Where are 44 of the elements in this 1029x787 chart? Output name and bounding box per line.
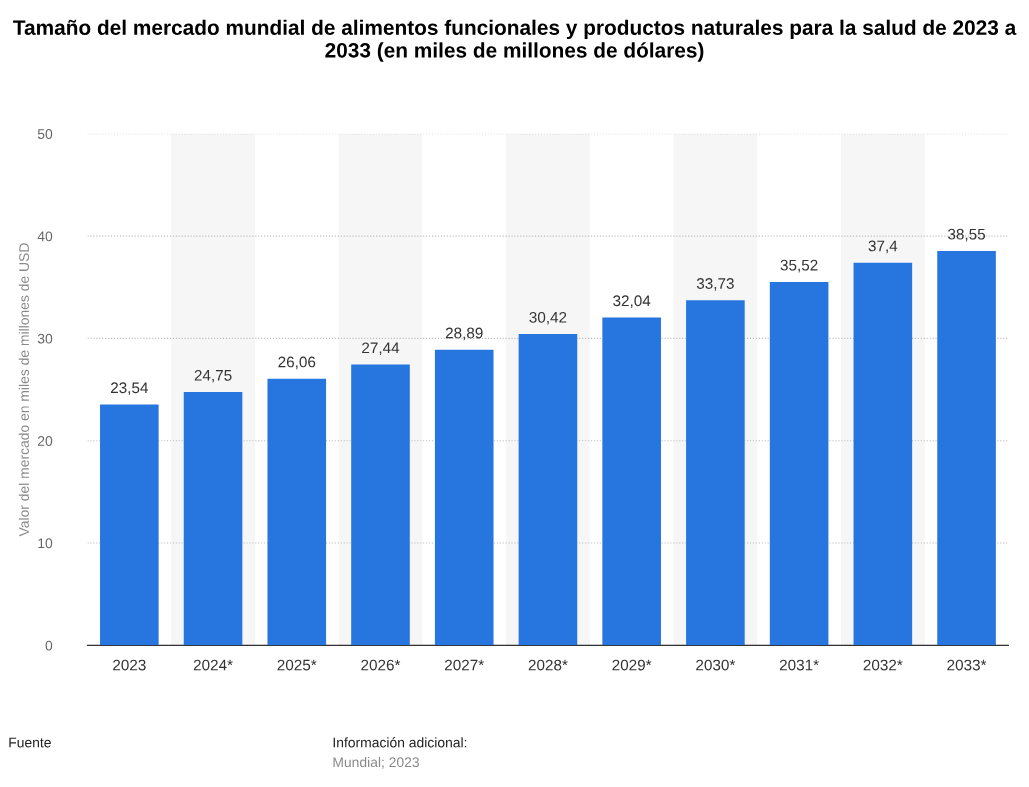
x-tick-label: 2029* xyxy=(612,659,652,671)
y-tick-label: 10 xyxy=(38,538,53,549)
text: Fuente xyxy=(9,737,51,748)
chart-title: Tamaño del mercado mundial de alimentos funcionales y productos naturales para la salud de 2023 a 2033 (en miles de millones de dólares) xyxy=(13,19,1017,62)
data-label: 37,4 xyxy=(868,240,898,254)
x-tick-label: 2030* xyxy=(696,659,736,671)
bar xyxy=(434,349,494,646)
bar xyxy=(769,281,829,646)
x-tick-label: 2025* xyxy=(277,659,317,671)
data-label: 27,44 xyxy=(362,342,400,356)
data-label: 38,55 xyxy=(948,228,986,242)
text: Mundial; 2023 xyxy=(333,756,420,769)
data-label: 26,06 xyxy=(278,356,316,370)
data-label: 33,73 xyxy=(696,278,734,291)
bar xyxy=(183,392,243,646)
x-tick-label: 2024* xyxy=(193,659,233,671)
y-axis-title: Valor del mercado en miles de millones de USD xyxy=(18,243,29,537)
y-tick-label: 0 xyxy=(45,640,53,651)
data-label: 30,42 xyxy=(529,311,567,325)
x-tick-label: 2026* xyxy=(361,659,401,671)
data-label: 24,75 xyxy=(194,369,232,383)
bar xyxy=(267,378,327,646)
bar xyxy=(686,300,745,646)
y-tick-label: 30 xyxy=(37,333,53,344)
data-label: 28,89 xyxy=(445,327,483,341)
data-label: 32,04 xyxy=(613,295,651,308)
x-tick-label: 2032* xyxy=(863,659,903,671)
x-tick-label: 2027* xyxy=(445,659,484,671)
data-label: 23,54 xyxy=(110,382,148,395)
x-tick-label: 2028* xyxy=(528,659,568,671)
x-tick-label: 2023 xyxy=(113,659,146,671)
bar xyxy=(853,262,913,646)
y-tick-label: 50 xyxy=(37,129,53,139)
bar xyxy=(937,250,996,646)
text: Información adicional: xyxy=(333,737,467,748)
x-tick-label: 2033* xyxy=(947,659,987,671)
y-tick-label: 40 xyxy=(37,231,53,242)
bar xyxy=(602,317,661,646)
x-tick-label: 2031* xyxy=(779,659,819,671)
y-tick-label: 20 xyxy=(37,436,53,446)
bar xyxy=(518,334,578,646)
bar xyxy=(351,364,410,646)
bar xyxy=(100,404,159,646)
data-label: 35,52 xyxy=(780,259,818,273)
